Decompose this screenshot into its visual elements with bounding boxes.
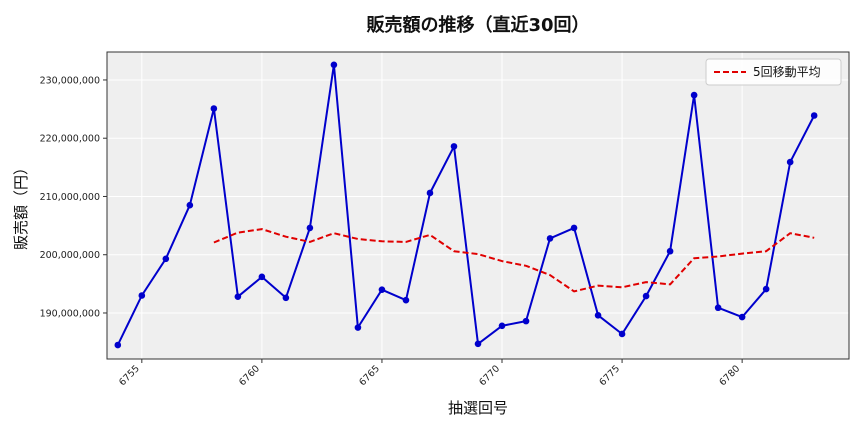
sales-point: [810, 112, 818, 119]
sales-point: [762, 285, 770, 293]
sales-point: [474, 340, 482, 348]
sales-point: [114, 341, 122, 349]
sales-point: [402, 296, 410, 304]
sales-point: [162, 255, 170, 263]
y-tick-label: 220,000,000: [40, 134, 100, 145]
sales-point: [522, 317, 530, 325]
moving-average-line: [213, 228, 815, 293]
sales-point: [210, 105, 218, 112]
series-layer: [114, 61, 818, 349]
y-axis-label: 販売額（円）: [12, 160, 30, 250]
grid: [107, 52, 849, 359]
sales-point: [354, 324, 362, 331]
y-tick-label: 200,000,000: [40, 250, 100, 261]
sales-point: [546, 235, 554, 242]
y-tick-label: 210,000,000: [40, 192, 100, 203]
sales-point: [594, 312, 602, 319]
sales-point: [498, 322, 506, 330]
legend-label-moving-average: 5回移動平均: [753, 65, 821, 79]
sales-point: [186, 201, 194, 209]
sales-point: [450, 143, 458, 150]
sales-point: [258, 273, 266, 281]
sales-line: [116, 63, 816, 346]
sales-point: [738, 313, 746, 321]
sales-point: [306, 224, 314, 232]
sales-point: [378, 286, 386, 293]
sales-point: [234, 293, 242, 300]
x-axis-label: 抽選回号: [448, 399, 508, 417]
plot-frame: [106, 51, 850, 360]
sales-point: [282, 294, 290, 302]
plot-area: [107, 52, 849, 359]
sales-point: [618, 330, 626, 338]
sales-point: [426, 189, 434, 197]
sales-point: [330, 61, 338, 69]
y-tick-label: 190,000,000: [40, 308, 100, 319]
sales-point: [138, 292, 146, 299]
legend: 5回移動平均: [705, 58, 842, 86]
sales-point: [690, 91, 698, 99]
sales-point: [666, 247, 674, 255]
sales-point: [642, 292, 650, 300]
legend-box: [705, 58, 842, 86]
chart-title: 販売額の推移（直近30回）: [366, 14, 589, 36]
sales-point: [714, 304, 722, 312]
sales-point: [570, 224, 578, 232]
sales-point: [786, 158, 794, 166]
y-tick-label: 230,000,000: [40, 75, 100, 86]
